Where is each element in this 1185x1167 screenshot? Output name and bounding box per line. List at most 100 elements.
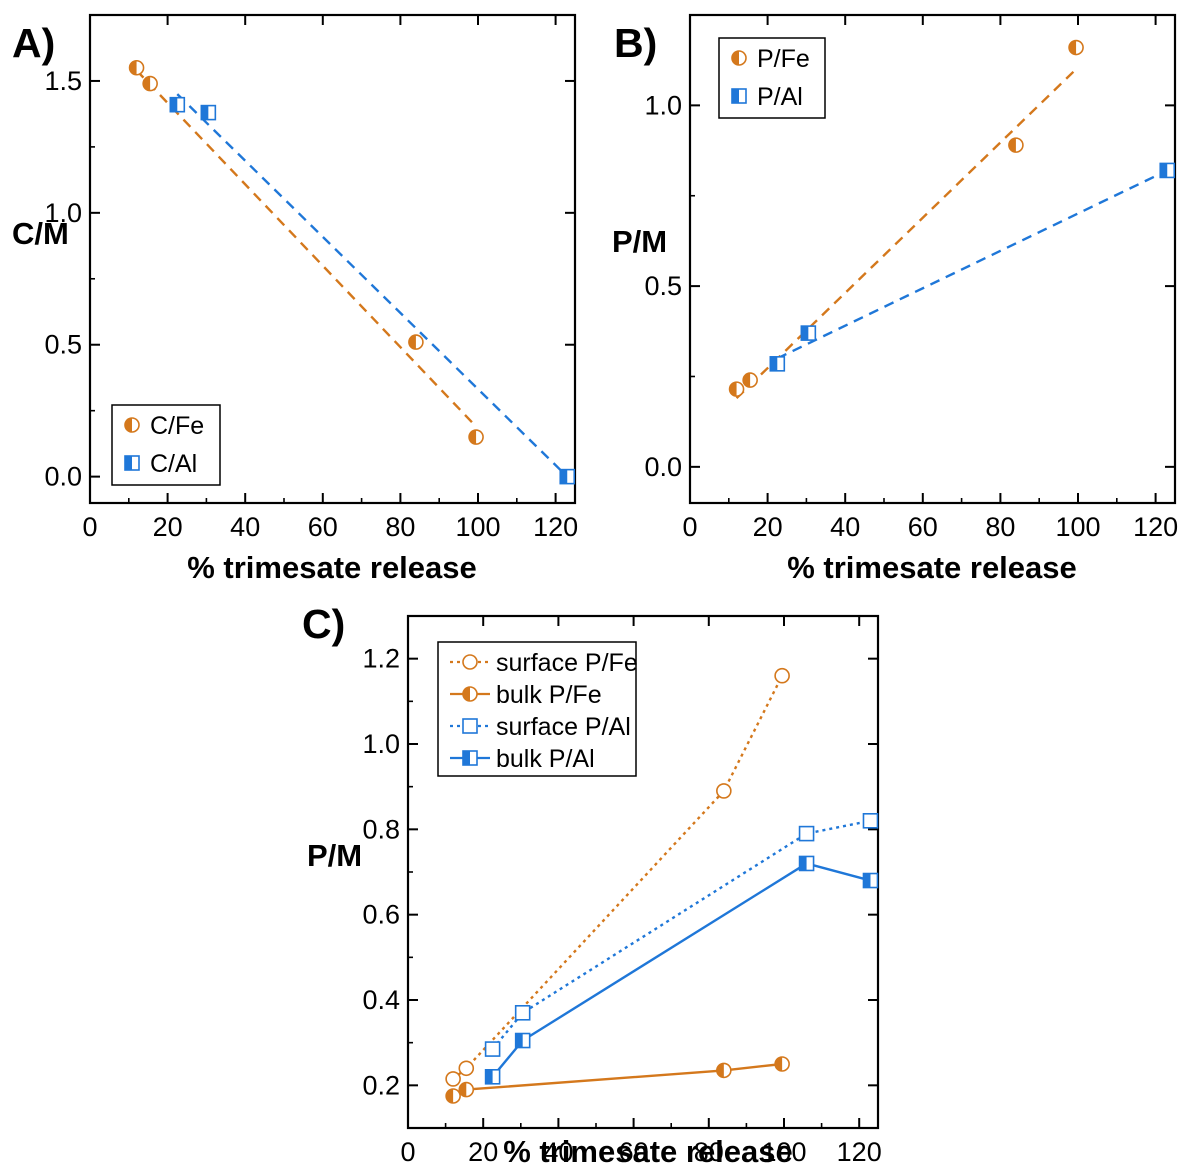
y-tick-label: 1.5: [44, 66, 82, 96]
x-tick-label: 80: [985, 512, 1015, 542]
x-tick-label: 60: [308, 512, 338, 542]
y-tick-label: 1.2: [362, 644, 400, 674]
data-point: [716, 1062, 732, 1079]
legend-item-bulk-p-fe: bulk P/Fe: [450, 681, 602, 709]
data-point: [468, 429, 484, 445]
data-point: [862, 812, 879, 829]
y-axis-label: C/M: [12, 216, 69, 251]
legend-marker: [462, 750, 478, 766]
series-surface-p-al: [484, 812, 879, 1057]
y-axis-label: P/M: [612, 224, 667, 259]
legend: C/Fe C/Al: [111, 404, 221, 486]
legend-marker: [462, 686, 478, 702]
x-tick-label: 40: [230, 512, 260, 542]
data-point: [716, 783, 732, 799]
x-tick-label: 120: [1133, 512, 1178, 542]
data-point: [200, 104, 217, 121]
legend-marker: [124, 417, 140, 433]
y-tick-label: 0.5: [44, 330, 82, 360]
fit-line-c-fe: [135, 69, 477, 428]
data-point: [774, 1056, 790, 1072]
panel-c: 0 20 40 60 80 100 120 0.2 0.4 0.6 0.8 1.0 1.2 % trime…: [302, 601, 882, 1167]
data-point: [742, 372, 758, 388]
series-c-al: [169, 93, 576, 485]
data-point: [769, 356, 786, 372]
y-tick-label: 0.8: [362, 814, 400, 844]
x-tick-label: 40: [830, 512, 860, 542]
data-point: [798, 855, 815, 872]
legend-label: bulk P/Al: [496, 745, 595, 773]
data-point: [559, 468, 576, 485]
series-surface-p-fe: [445, 667, 790, 1087]
legend-label: C/Fe: [150, 412, 204, 440]
series-c-fe: [128, 59, 484, 445]
legend: P/Fe P/Al: [718, 37, 826, 119]
data-point: [458, 1060, 475, 1077]
panel-label: A): [12, 20, 55, 66]
series-line-bulk-p-fe: [452, 1062, 783, 1098]
x-tick-label: 80: [694, 1137, 724, 1167]
x-tick-label: 20: [153, 512, 183, 542]
series-bulk-p-al: [484, 855, 879, 1085]
series-line-surface-p-fe: [452, 675, 784, 1080]
data-point: [128, 59, 145, 76]
legend-marker: [124, 455, 140, 471]
x-tick-label: 100: [761, 1137, 806, 1167]
data-point: [445, 1088, 461, 1104]
y-tick-label: 0.6: [362, 900, 400, 930]
data-point: [798, 825, 815, 842]
series-p-al: [769, 162, 1176, 372]
data-point: [484, 1069, 501, 1085]
legend-label: P/Fe: [757, 45, 810, 73]
data-point: [514, 1004, 531, 1021]
data-point: [774, 667, 790, 684]
x-tick-label: 100: [455, 512, 500, 542]
data-point: [1008, 137, 1024, 153]
legend-marker: [731, 88, 747, 104]
legend-item-p-fe: P/Fe: [731, 45, 810, 73]
legend-item-c-fe: C/Fe: [124, 412, 204, 440]
data-point: [142, 75, 158, 92]
legend-item-bulk-p-al: bulk P/Al: [450, 745, 595, 773]
legend-label: C/Al: [150, 450, 197, 478]
x-tick-label: 40: [543, 1137, 573, 1167]
x-tick-label: 120: [533, 512, 578, 542]
legend-item-c-al: C/Al: [124, 450, 197, 478]
x-axis-label: % trimesate release: [503, 1134, 793, 1167]
series-line-surface-p-al: [491, 819, 871, 1050]
legend: surface P/Fe bulk P/Fe surface P/Al bulk P/…: [437, 641, 638, 777]
data-point: [445, 1071, 461, 1087]
legend-label: P/Al: [757, 83, 803, 111]
y-tick-label: 0.2: [362, 1070, 400, 1100]
x-tick-label: 0: [682, 512, 697, 542]
plot-frame: [688, 13, 1177, 505]
data-point: [1159, 162, 1176, 179]
x-tick-label: 80: [385, 512, 415, 542]
y-tick-label: 1.0: [44, 198, 82, 228]
panel-label: B): [614, 20, 657, 66]
data-point: [484, 1041, 501, 1057]
legend-marker: [462, 718, 478, 734]
legend-item-surface-p-fe: surface P/Fe: [450, 649, 638, 677]
x-axis-label: % trimesate release: [787, 550, 1077, 585]
fit-line-p-al: [776, 169, 1168, 360]
series-bulk-p-fe: [445, 1056, 790, 1104]
data-point: [514, 1032, 531, 1049]
data-point: [800, 325, 817, 341]
fit-line-p-fe: [735, 68, 1077, 400]
y-tick-label: 1.0: [644, 90, 682, 120]
series-p-fe: [728, 39, 1084, 400]
series-line-bulk-p-al: [491, 862, 871, 1078]
x-axis-label: % trimesate release: [187, 550, 477, 585]
y-axis-label: P/M: [307, 838, 362, 873]
y-tick-label: 0.0: [644, 452, 682, 482]
data-point: [1068, 39, 1084, 56]
legend-item-p-al: P/Al: [731, 83, 803, 111]
panel-label: C): [302, 601, 345, 647]
data-point: [862, 872, 879, 889]
legend-marker: [462, 654, 478, 670]
x-tick-label: 100: [1055, 512, 1100, 542]
plot-frame: [88, 13, 577, 505]
legend-label: surface P/Fe: [496, 649, 638, 677]
